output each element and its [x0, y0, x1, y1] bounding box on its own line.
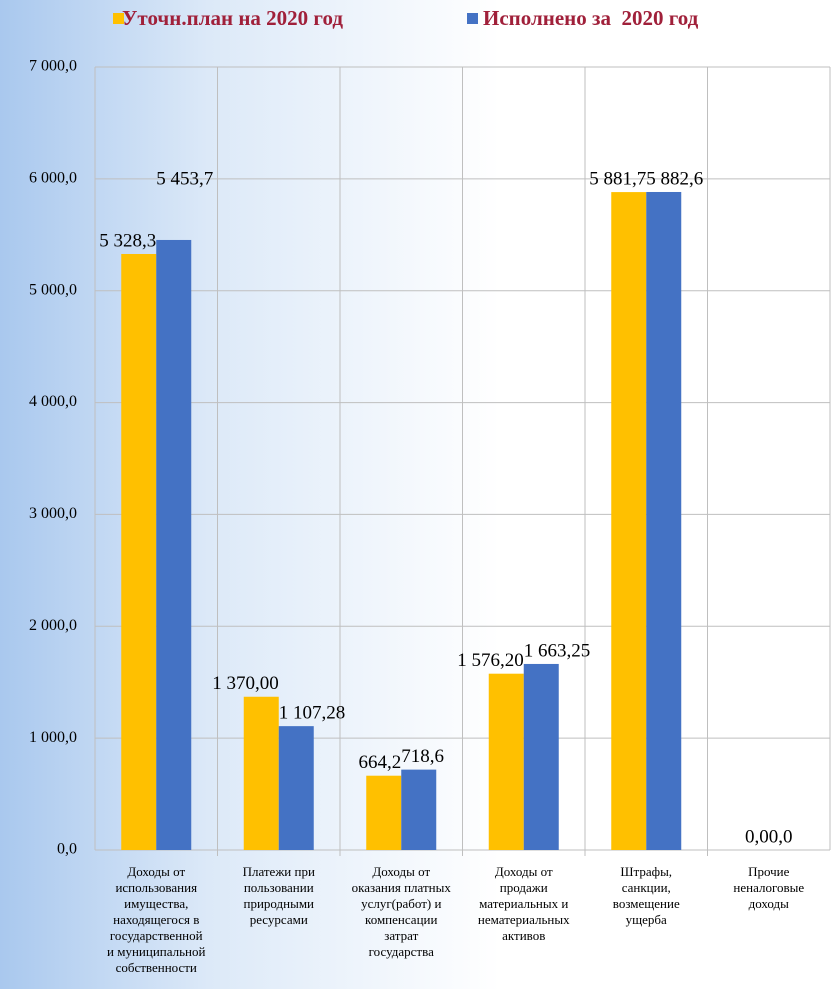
bar	[646, 191, 682, 851]
bar	[401, 769, 437, 850]
y-tick-label: 7 000,0	[29, 58, 77, 75]
y-tick-label: 4 000,0	[29, 393, 77, 410]
value-label: 5 328,3	[99, 230, 156, 251]
value-label: 5 882,6	[646, 168, 703, 189]
y-tick-label: 1 000,0	[29, 729, 77, 746]
value-label: 718,6	[401, 746, 444, 767]
x-tick-label: Доходы от использования имущества, наход…	[107, 864, 206, 975]
x-tick-label: Доходы от продажи материальных и нематер…	[477, 864, 570, 943]
x-tick-label: Штрафы, санкции, возмещение ущерба	[612, 864, 680, 927]
x-tick-label: Прочие неналоговые доходы	[733, 864, 805, 911]
value-label: 1 576,20	[457, 650, 524, 671]
y-tick-label: 3 000,0	[29, 505, 77, 522]
value-label: 1 107,28	[279, 703, 346, 724]
legend-swatch	[467, 13, 478, 24]
y-tick-label: 5 000,0	[29, 281, 77, 298]
value-label: 0,0	[769, 826, 793, 847]
bar	[243, 696, 279, 850]
y-tick-label: 0,0	[57, 841, 77, 858]
x-tick-label: Платежи при пользовании природными ресур…	[242, 864, 315, 927]
y-tick-label: 6 000,0	[29, 170, 77, 187]
bar	[611, 192, 647, 850]
legend-swatch	[113, 13, 124, 24]
bar	[156, 239, 192, 850]
value-label: 1 370,00	[212, 673, 279, 694]
bar	[523, 663, 559, 850]
legend-label: Уточн.план на 2020 год	[122, 6, 343, 30]
bar	[366, 775, 402, 850]
bar	[278, 726, 314, 850]
value-label: 1 663,25	[524, 640, 591, 661]
bar	[488, 673, 524, 850]
bar	[121, 253, 157, 851]
value-label: 5 881,7	[589, 168, 646, 189]
x-tick-label: Доходы от оказания платных услуг(работ) …	[351, 864, 451, 959]
value-label: 664,2	[359, 752, 402, 773]
value-label: 5 453,7	[156, 168, 213, 189]
legend-label: Исполнено за 2020 год	[483, 6, 699, 30]
y-tick-label: 2 000,0	[29, 617, 77, 634]
value-label: 0,0	[745, 826, 769, 847]
